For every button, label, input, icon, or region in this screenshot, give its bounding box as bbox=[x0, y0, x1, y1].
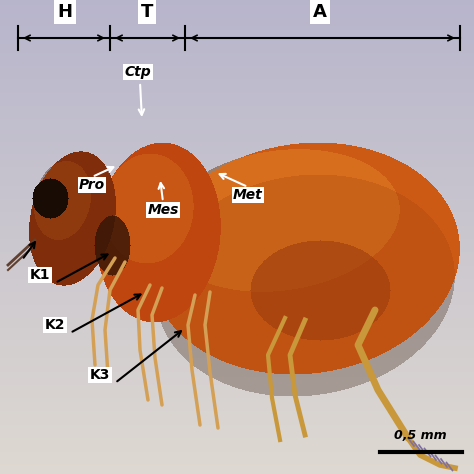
Text: Mes: Mes bbox=[147, 203, 179, 217]
Text: 0,5 mm: 0,5 mm bbox=[394, 429, 447, 442]
Text: Ctp: Ctp bbox=[125, 65, 151, 79]
Text: K3: K3 bbox=[90, 368, 110, 382]
Text: K1: K1 bbox=[30, 268, 50, 282]
Text: K2: K2 bbox=[45, 318, 65, 332]
Text: T: T bbox=[141, 3, 153, 21]
Text: Met: Met bbox=[233, 188, 263, 202]
Text: Pro: Pro bbox=[79, 178, 105, 192]
Text: A: A bbox=[313, 3, 327, 21]
Text: H: H bbox=[57, 3, 73, 21]
